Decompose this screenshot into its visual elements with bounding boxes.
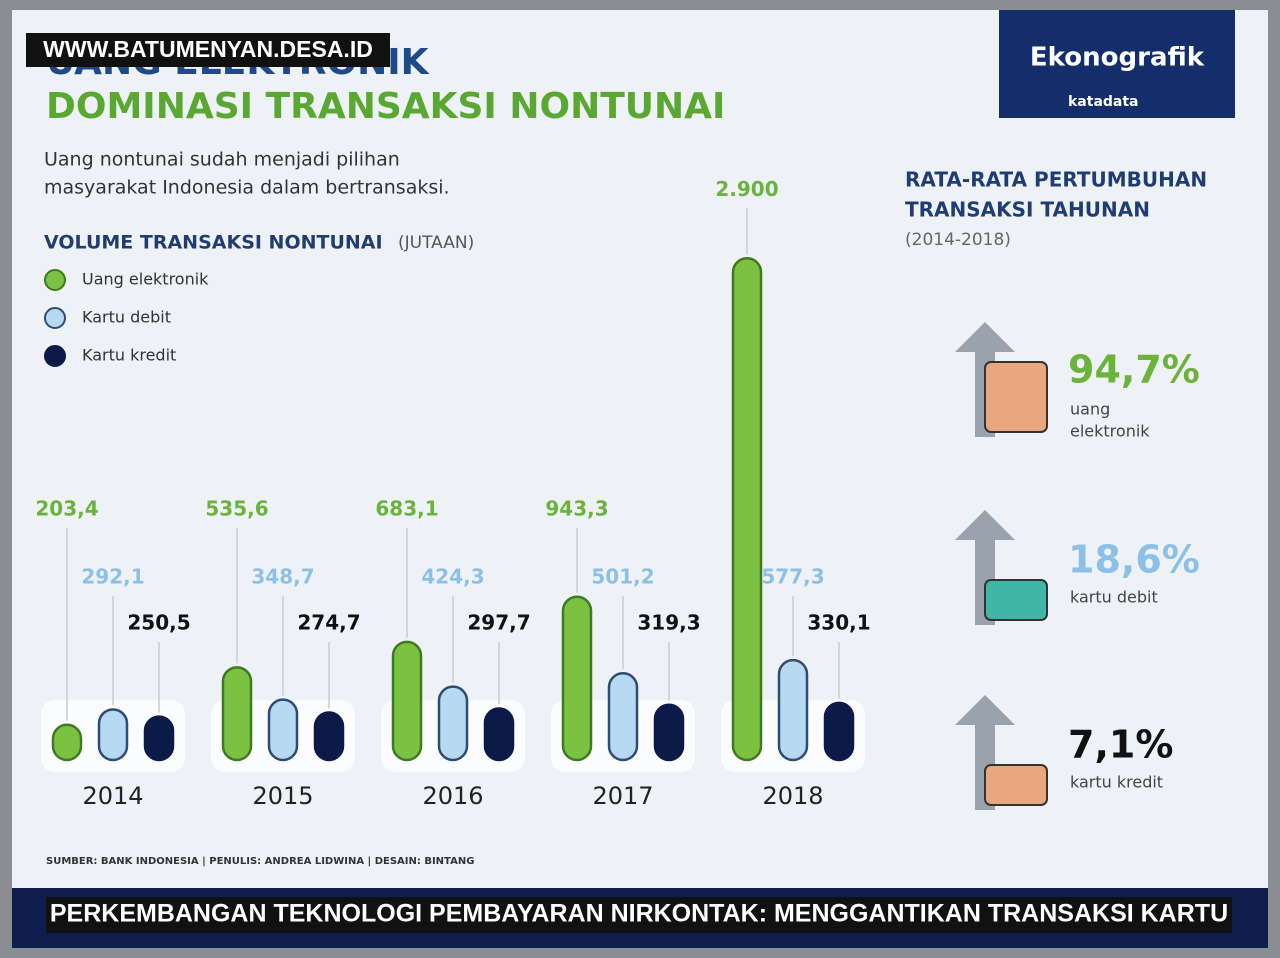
growth-name: kartu debit [1070,588,1158,607]
legend-label: Kartu kredit [82,346,176,365]
badge [999,10,1235,118]
bar [97,708,129,762]
legend-label: Uang elektronik [82,270,209,289]
icon [984,361,1048,433]
bar [823,701,855,762]
value-label: 535,6 [205,497,268,521]
growth-name: uang [1070,400,1110,419]
bar [313,711,345,762]
x-tick-label: 2017 [592,782,653,810]
legend-swatch [44,345,66,367]
bar [561,595,593,762]
watermark-bg [26,33,390,67]
bar [731,257,763,762]
growth-value: 94,7% [1068,348,1200,392]
value-label: 424,3 [421,565,484,589]
growth-title: RATA-RATA PERTUMBUHAN [905,168,1207,192]
x-tick-label: 2015 [252,782,313,810]
badge-text: Ekonografik [1030,43,1205,73]
bar [653,703,685,762]
value-label: 501,2 [591,565,654,589]
value-label: 683,1 [375,497,438,521]
value-label: 319,3 [637,611,700,635]
value-label: 2.900 [715,177,778,201]
value-label: 577,3 [761,565,824,589]
x-tick-label: 2016 [422,782,483,810]
value-label: 292,1 [81,565,144,589]
bar [391,640,423,762]
watermark: WWW.BATUMENYAN.DESA.ID [43,36,373,62]
growth-title: TRANSAKSI TAHUNAN [905,198,1150,222]
bar [607,672,639,762]
x-tick-label: 2018 [762,782,823,810]
legend-label: Kartu debit [82,308,171,327]
bar [437,685,469,762]
growth-name: elektronik [1070,422,1150,441]
subtitle: Uang nontunai sudah menjadi pilihan [44,149,400,171]
value-label: 250,5 [127,611,190,635]
source: SUMBER: BANK INDONESIA | PENULIS: ANDREA… [46,856,474,867]
arrow-icon [955,695,1015,810]
caption: PERKEMBANGAN TEKNOLOGI PEMBAYARAN NIRKON… [50,900,1228,928]
chart-unit: (JUTAAN) [398,233,474,253]
growth-value: 18,6% [1068,538,1200,582]
legend-swatch [44,307,66,329]
growth-value: 7,1% [1068,723,1173,767]
growth-period: (2014-2018) [905,230,1011,250]
growth-name: kartu kredit [1070,773,1163,792]
chart-title: VOLUME TRANSAKSI NONTUNAI [44,232,383,254]
value-label: 943,3 [545,497,608,521]
subtitle: masyarakat Indonesia dalam bertransaksi. [44,177,450,199]
value-label: 330,1 [807,611,870,635]
bar [777,658,809,762]
x-tick-label: 2014 [82,782,143,810]
value-label: 297,7 [467,611,530,635]
background [12,10,1268,948]
icon [984,764,1048,806]
bar [267,698,299,762]
value-label: 203,4 [35,497,98,521]
title: DOMINASI TRANSAKSI NONTUNAI [46,86,725,127]
bar [483,707,515,762]
arrow-icon [955,510,1015,625]
caption-bg [46,897,1232,933]
bar [143,715,175,762]
value-label: 348,7 [251,565,314,589]
bar [221,666,253,762]
icon [984,579,1048,621]
bar [51,723,83,762]
value-label: 274,7 [297,611,360,635]
brand: katadata [1068,94,1139,110]
legend-swatch [44,269,66,291]
